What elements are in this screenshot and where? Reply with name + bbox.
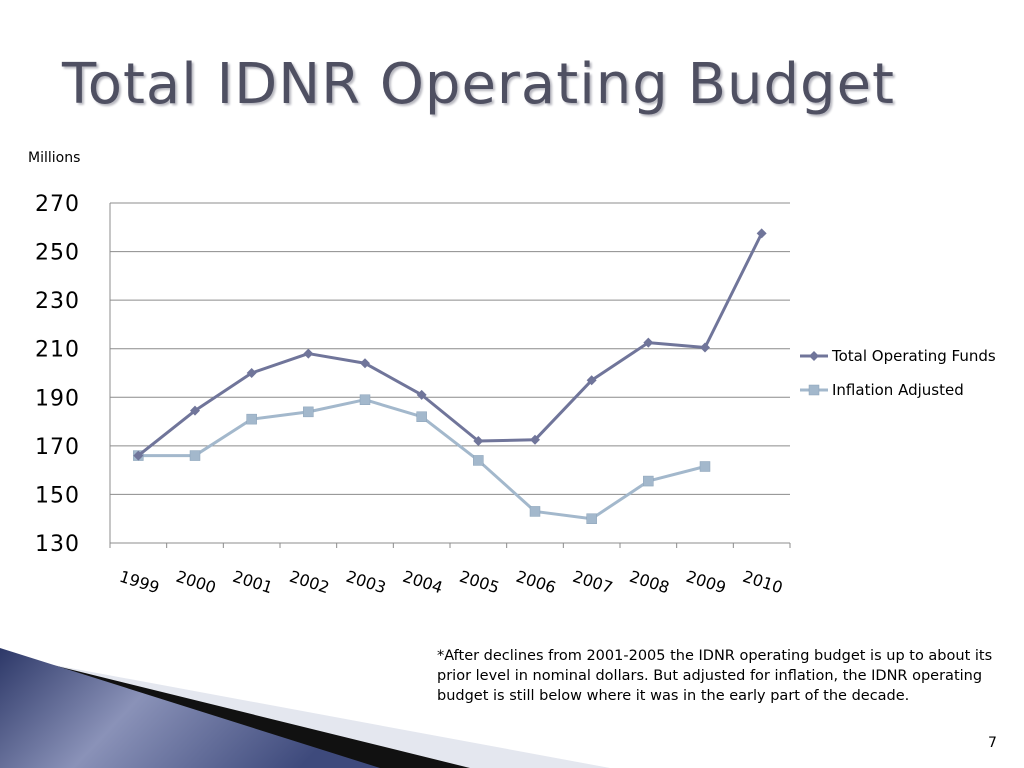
x-tick-label: 1999 — [117, 567, 162, 598]
x-tick-label: 2004 — [400, 567, 445, 598]
x-tick-label: 2003 — [344, 567, 389, 598]
data-point-diamond — [473, 436, 484, 446]
data-point-square — [586, 513, 597, 524]
x-tick-label: 2005 — [457, 567, 502, 598]
data-point-diamond — [303, 348, 314, 359]
data-point-diamond — [700, 342, 710, 353]
data-point-square — [416, 411, 427, 422]
data-point-diamond — [809, 351, 819, 361]
y-tick-label: 250 — [35, 241, 80, 266]
y-tick-label: 190 — [35, 386, 80, 411]
slide-title: Total IDNR Operating Budget — [62, 52, 896, 117]
gridlines — [110, 202, 790, 544]
data-point-diamond — [756, 228, 767, 239]
data-point-diamond — [586, 375, 597, 386]
data-point-diamond — [133, 450, 144, 461]
y-tick-label: 170 — [35, 435, 80, 460]
data-point-square — [808, 384, 820, 396]
y-tick-label: 230 — [35, 289, 80, 314]
x-tick-label: 2010 — [740, 567, 785, 598]
data-point-diamond — [416, 389, 427, 400]
data-point-square — [246, 413, 257, 425]
footnote-text: *After declines from 2001-2005 the IDNR … — [437, 648, 993, 704]
data-point-square — [189, 450, 201, 461]
series-1 — [133, 394, 711, 524]
data-point-square — [303, 406, 314, 418]
legend-entry: Total Operating Funds — [800, 347, 996, 365]
data-point-square — [699, 461, 711, 472]
series — [133, 228, 767, 524]
data-point-diamond — [190, 405, 200, 416]
y-tick-label: 150 — [35, 483, 80, 508]
x-tick-label: 2001 — [230, 567, 275, 598]
data-point-diamond — [530, 434, 540, 445]
data-point-square — [473, 455, 484, 466]
data-point-diamond — [246, 368, 257, 378]
x-tick-label: 2008 — [627, 567, 672, 598]
data-point-diamond — [643, 337, 654, 348]
series-0 — [133, 228, 767, 461]
x-tick-label: 2007 — [570, 567, 615, 598]
legend-label: Total Operating Funds — [831, 347, 996, 365]
y-tick-label: 130 — [35, 532, 80, 557]
data-point-square — [359, 394, 371, 405]
x-tick-label: 2009 — [684, 567, 729, 598]
y-tick-label: 210 — [35, 338, 80, 363]
legend-entry: Inflation Adjusted — [800, 381, 964, 399]
legend-label: Inflation Adjusted — [832, 381, 964, 399]
data-point-square — [529, 506, 541, 517]
y-tick-labels: 130 150 170 190 210 230 250 270 — [35, 192, 80, 557]
line-chart: 130 150 170 190 210 230 250 270 1999 2000 2001 200… — [35, 192, 996, 598]
page-number: 7 — [988, 735, 997, 751]
decor-blue-band — [0, 648, 380, 768]
data-point-diamond — [360, 358, 370, 369]
x-tick-label: 2002 — [287, 567, 332, 598]
y-tick-label: 270 — [35, 192, 80, 217]
data-point-square — [643, 475, 654, 487]
legend: Total Operating Funds Inflation Adjusted — [800, 347, 996, 399]
x-tick-label: 2006 — [514, 567, 559, 598]
x-tick-labels: 1999 2000 2001 2002 2003 2004 2005 2006 2007 2008… — [117, 567, 785, 598]
series-line — [137, 232, 764, 457]
x-tick-label: 2000 — [174, 567, 219, 598]
axes — [109, 203, 791, 548]
y-axis-unit-label: Millions — [28, 150, 81, 166]
